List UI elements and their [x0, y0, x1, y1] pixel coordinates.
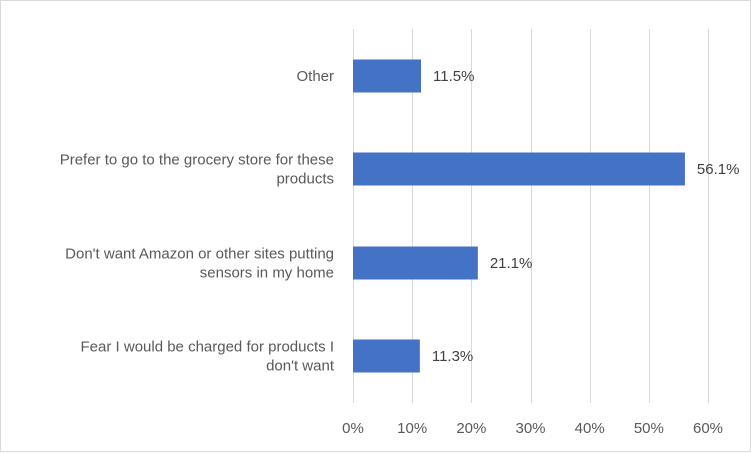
bar-3: [353, 339, 420, 373]
category-label: Fear I would be charged for products I: [81, 339, 334, 356]
category-label: sensors in my home: [200, 265, 334, 282]
data-label: 56.1%: [697, 161, 740, 178]
bar-0: [353, 59, 422, 93]
category-label: Other: [296, 68, 334, 85]
bar-1: [353, 152, 685, 186]
bar-2: [353, 246, 478, 280]
x-tick-label: 10%: [397, 420, 427, 437]
category-label: Don't want Amazon or other sites putting: [65, 246, 334, 263]
data-label: 11.3%: [432, 348, 473, 365]
data-label: 11.5%: [433, 68, 474, 85]
x-tick-label: 50%: [634, 420, 664, 437]
x-tick-label: 60%: [693, 420, 723, 437]
x-tick-label: 30%: [515, 420, 545, 437]
category-label: products: [276, 171, 334, 188]
x-tick-label: 20%: [456, 420, 486, 437]
category-label: Prefer to go to the grocery store for th…: [60, 152, 334, 169]
data-label: 21.1%: [490, 255, 533, 272]
x-tick-label: 40%: [575, 420, 605, 437]
category-label: don't want: [266, 358, 335, 375]
x-tick-label: 0%: [342, 420, 364, 437]
